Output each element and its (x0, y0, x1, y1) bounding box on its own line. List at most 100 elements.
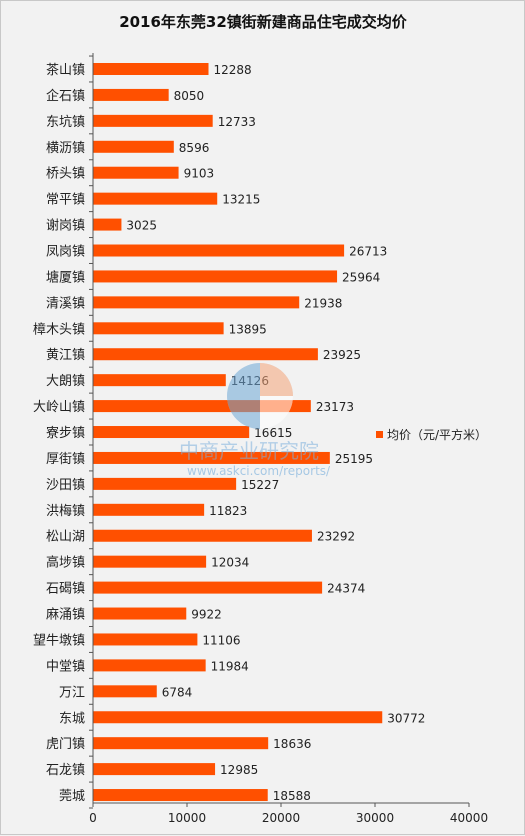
bar (93, 529, 312, 542)
data-label: 9103 (184, 167, 215, 181)
legend: 均价（元/平方米） (376, 427, 487, 442)
category-label: 凤岗镇 (46, 245, 85, 260)
category-label: 莞城 (59, 789, 85, 804)
x-tick-label: 30000 (356, 811, 394, 825)
data-label: 12034 (211, 556, 249, 570)
bar (93, 140, 174, 153)
bar (93, 503, 205, 516)
bar (93, 607, 187, 620)
category-label: 东坑镇 (46, 115, 85, 130)
data-label: 24374 (327, 582, 365, 596)
category-label: 桥头镇 (46, 167, 85, 182)
legend-label: 均价（元/平方米） (387, 427, 487, 442)
watermark-url: www.askci.com/reports/ (187, 464, 331, 478)
category-label: 企石镇 (46, 88, 85, 104)
data-label: 25195 (335, 452, 373, 466)
category-label: 石龙镇 (46, 763, 85, 778)
bar (93, 348, 318, 361)
category-label: 大朗镇 (46, 374, 85, 389)
data-label: 9922 (191, 608, 222, 622)
data-label: 13215 (222, 193, 260, 207)
data-label: 23173 (316, 400, 354, 414)
data-label: 21938 (304, 296, 342, 310)
bar (93, 296, 300, 309)
category-label: 高埗镇 (46, 555, 85, 571)
category-label: 清溪镇 (46, 296, 85, 311)
category-label: 厚街镇 (46, 452, 85, 467)
category-label: 塘厦镇 (46, 269, 85, 285)
data-label: 11106 (202, 633, 240, 647)
watermark-text: 中商产业研究院 (179, 439, 319, 463)
data-label: 13895 (229, 322, 267, 336)
category-label: 松山湖 (46, 530, 85, 545)
bar (93, 322, 224, 335)
category-label: 黄江镇 (46, 348, 85, 363)
category-label: 樟木头镇 (33, 322, 85, 337)
data-label: 18636 (273, 737, 311, 751)
data-label: 8050 (174, 89, 205, 103)
data-label: 8596 (179, 141, 210, 155)
data-label: 25964 (342, 270, 380, 284)
category-label: 寮步镇 (46, 425, 85, 441)
x-tick-label: 20000 (262, 811, 300, 825)
bar (93, 114, 213, 127)
bar (93, 63, 209, 75)
category-label: 茶山镇 (46, 62, 85, 78)
x-tick-label: 10000 (168, 811, 206, 825)
data-label: 30772 (387, 711, 425, 725)
bar (93, 244, 345, 257)
category-label: 虎门镇 (46, 737, 85, 752)
bar (93, 737, 269, 750)
bar (93, 451, 330, 464)
bar (93, 270, 338, 283)
watermark: 中商产业研究院 www.askci.com/reports/ (179, 363, 331, 478)
bar (93, 763, 216, 776)
bar (93, 166, 179, 179)
bars-layer (93, 63, 383, 802)
legend-swatch (376, 431, 383, 438)
category-label: 洪梅镇 (46, 504, 85, 519)
bar (93, 88, 169, 101)
category-label: 谢岗镇 (46, 218, 85, 234)
bar (93, 685, 157, 698)
bar (93, 426, 250, 439)
data-label: 3025 (126, 219, 157, 233)
data-label: 16615 (254, 426, 292, 440)
category-label: 万江 (59, 685, 85, 700)
bar (93, 659, 206, 672)
category-label: 麻涌镇 (46, 608, 85, 623)
x-tick-label: 0 (89, 811, 97, 825)
chart-title: 2016年东莞32镇街新建商品住宅成交均价 (119, 13, 408, 31)
data-label: 6784 (162, 685, 193, 699)
data-label: 12288 (214, 63, 252, 77)
data-label: 15227 (241, 478, 279, 492)
bar (93, 633, 198, 646)
x-tick-label: 40000 (450, 811, 488, 825)
bar (93, 192, 218, 205)
data-label: 12733 (218, 115, 256, 129)
bar (93, 711, 383, 724)
category-label: 大岭山镇 (33, 400, 85, 415)
data-label: 11984 (211, 659, 249, 673)
data-label: 23925 (323, 348, 361, 362)
category-label: 中堂镇 (46, 659, 85, 674)
bar (93, 555, 207, 568)
bar (93, 789, 268, 802)
category-label: 望牛墩镇 (33, 632, 85, 648)
bar (93, 218, 122, 231)
category-label: 横沥镇 (46, 141, 85, 156)
data-label: 11823 (209, 504, 247, 518)
category-label: 常平镇 (46, 193, 85, 208)
category-label: 东城 (59, 711, 85, 726)
data-label: 18588 (273, 789, 311, 803)
bar (93, 581, 323, 594)
labels-layer: 茶山镇 12288 企石镇 8050 东坑镇 12733 横沥镇 8596 桥头镇 9103 常平镇… (33, 62, 425, 804)
watermark-logo-icon (227, 363, 293, 429)
bar (93, 477, 237, 490)
data-label: 23292 (317, 530, 355, 544)
category-label: 石碣镇 (46, 582, 85, 597)
category-label: 沙田镇 (46, 478, 85, 493)
data-label: 26713 (349, 245, 387, 259)
